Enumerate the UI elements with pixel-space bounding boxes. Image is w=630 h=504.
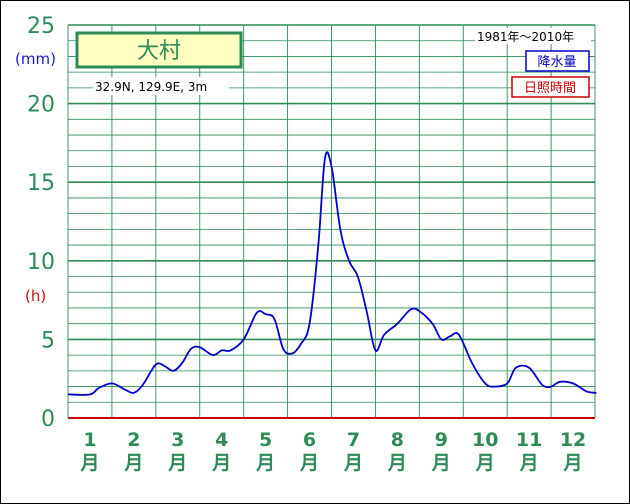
x-tick-month-suffix: 月 xyxy=(431,452,451,474)
legend-precip-box xyxy=(525,50,590,72)
x-tick-month-suffix: 月 xyxy=(211,452,231,474)
x-tick-month-suffix: 月 xyxy=(343,452,363,474)
period-label: 1981年～2010年 xyxy=(477,30,574,44)
station-name-box xyxy=(75,31,243,69)
x-tick-month-suffix: 月 xyxy=(563,452,583,474)
legend-sunshine-label: 日照時間 xyxy=(524,81,576,96)
x-tick-month-suffix: 月 xyxy=(519,452,539,474)
y-unit-mm-label: (mm) xyxy=(15,50,56,68)
x-tick-month-number: 10 xyxy=(472,429,498,451)
y-tick-label: 25 xyxy=(27,14,55,39)
x-tick-month-suffix: 月 xyxy=(255,452,275,474)
y-tick-label: 10 xyxy=(27,250,55,275)
legend-sunshine-box xyxy=(511,76,590,98)
legend-precip-label: 降水量 xyxy=(537,55,576,70)
x-tick-month-number: 2 xyxy=(127,429,140,451)
x-tick-month-number: 7 xyxy=(347,429,360,451)
x-tick-month-suffix: 月 xyxy=(79,452,99,474)
x-tick-month-suffix: 月 xyxy=(299,452,319,474)
period-bg xyxy=(475,28,591,44)
x-tick-month-suffix: 月 xyxy=(387,452,407,474)
station-location: 32.9N, 129.9E, 3m xyxy=(95,80,207,94)
x-tick-month-suffix: 月 xyxy=(123,452,143,474)
y-tick-label: 5 xyxy=(41,328,55,353)
x-tick-month-number: 8 xyxy=(391,429,404,451)
x-tick-month-number: 1 xyxy=(83,429,96,451)
precipitation-line xyxy=(67,151,597,396)
x-tick-month-suffix: 月 xyxy=(167,452,187,474)
x-tick-month-number: 9 xyxy=(435,429,448,451)
x-tick-month-number: 12 xyxy=(560,429,586,451)
y-axis-ticks: 0 5 10 15 20 25 xyxy=(27,14,55,432)
station-location-bg xyxy=(93,77,229,95)
y-unit-h-label: (h) xyxy=(25,287,46,305)
x-tick-month-number: 5 xyxy=(259,429,272,451)
grid-lines xyxy=(67,24,596,419)
x-tick-month-number: 6 xyxy=(303,429,316,451)
x-tick-month-number: 11 xyxy=(516,429,542,451)
x-tick-month-number: 3 xyxy=(171,429,184,451)
y-tick-label: 0 xyxy=(41,407,55,432)
y-tick-label: 15 xyxy=(27,171,55,196)
station-name: 大村 xyxy=(137,39,181,64)
y-tick-label: 20 xyxy=(27,93,55,118)
x-tick-month-number: 4 xyxy=(215,429,228,451)
x-tick-month-suffix: 月 xyxy=(475,452,495,474)
